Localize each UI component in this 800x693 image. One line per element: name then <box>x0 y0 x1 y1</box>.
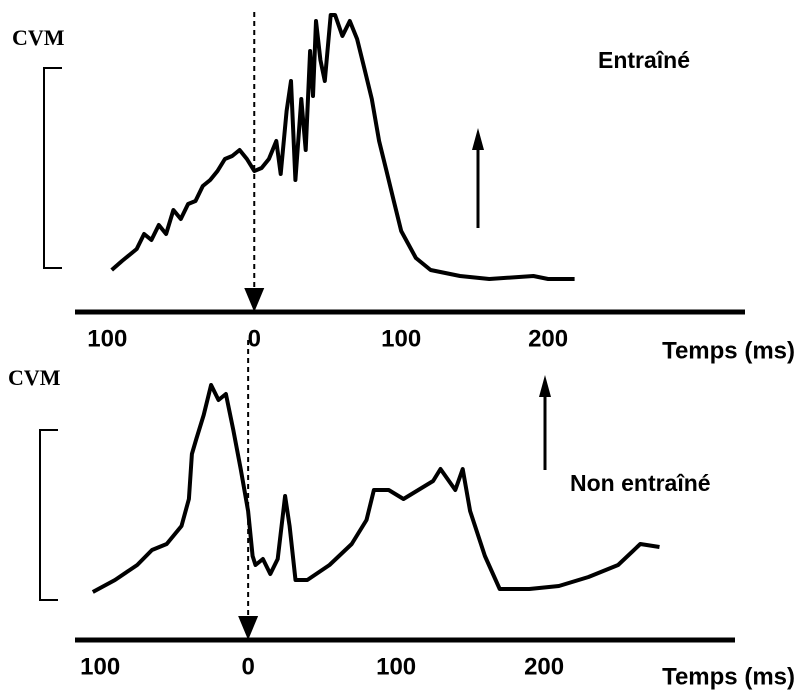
x-tick-label: 100 <box>80 653 120 680</box>
x-tick-label: 100 <box>376 653 416 680</box>
x-axis-label: Temps (ms) <box>662 663 795 690</box>
annotation: Entraîné <box>598 47 690 73</box>
arrow <box>539 375 551 470</box>
x-tick-label: 0 <box>248 325 261 352</box>
x-axis-label: Temps (ms) <box>662 337 795 364</box>
x-tick-label: 200 <box>524 653 564 680</box>
scale-bracket <box>39 429 58 601</box>
onset-arrowhead <box>244 288 265 312</box>
y-axis-label: CVM <box>12 25 65 50</box>
x-tick-label: 100 <box>87 325 127 352</box>
arrow <box>472 128 484 228</box>
data-line <box>110 13 575 281</box>
x-tick-label: 200 <box>528 325 568 352</box>
x-tick-label: 100 <box>381 325 421 352</box>
onset-arrowhead <box>238 616 259 640</box>
scale-bracket <box>43 67 62 269</box>
data-line <box>91 383 660 594</box>
x-tick-label: 0 <box>241 653 254 680</box>
y-axis-label: CVM <box>8 365 61 390</box>
annotation: Non entraîné <box>570 470 711 496</box>
